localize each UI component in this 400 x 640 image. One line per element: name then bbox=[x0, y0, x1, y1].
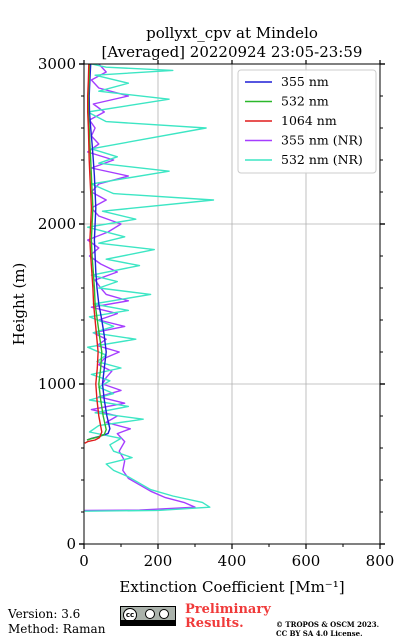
legend-label: 532 nm bbox=[281, 94, 329, 109]
version-info: Version: 3.6 Method: Raman bbox=[8, 607, 105, 637]
x-tick-label: 800 bbox=[366, 552, 395, 570]
legend: 355 nm 532 nm 1064 nm 355 nm (NR) 532 nm (NR… bbox=[237, 69, 377, 174]
series-line-355-nm bbox=[86, 63, 111, 441]
y-tick-label: 3000 bbox=[38, 55, 76, 73]
chart-subtitle: [Averaged] 20220924 23:05-23:59 bbox=[102, 43, 363, 61]
axis-ticks: 0 200 400 600 800 0 1000 2000 3000 bbox=[38, 55, 395, 570]
preliminary-line-1: Preliminary bbox=[185, 602, 271, 617]
x-axis-label: Extinction Coefficient [Mm⁻¹] bbox=[119, 578, 344, 596]
series-layer bbox=[84, 63, 215, 512]
cc-license-badge: cc bbox=[120, 606, 176, 626]
version-line: Version: 3.6 bbox=[8, 607, 81, 621]
chart-title: pollyxt_cpv at Mindelo bbox=[146, 24, 318, 42]
copyright-line-2: CC BY SA 4.0 License. bbox=[276, 629, 363, 638]
method-line: Method: Raman bbox=[8, 622, 106, 636]
y-tick-label: 0 bbox=[66, 535, 76, 553]
preliminary-line-2: Results. bbox=[185, 616, 244, 631]
legend-label: 355 nm (NR) bbox=[281, 133, 363, 148]
legend-label: 532 nm (NR) bbox=[281, 152, 363, 167]
series-line-532-nm bbox=[86, 63, 107, 441]
copyright-note: © TROPOS & OSCM 2023. CC BY SA 4.0 Licen… bbox=[276, 620, 379, 638]
badge-strip bbox=[121, 620, 175, 625]
y-tick-label: 2000 bbox=[38, 215, 76, 233]
attribution-icon bbox=[145, 609, 155, 619]
share-alike-icon bbox=[159, 609, 169, 619]
y-axis-label: Height (m) bbox=[10, 263, 28, 346]
copyright-line-1: © TROPOS & OSCM 2023. bbox=[276, 620, 380, 629]
y-tick-label: 1000 bbox=[38, 375, 76, 393]
x-tick-label: 0 bbox=[79, 552, 89, 570]
series-line-532-nm-nr bbox=[84, 63, 215, 512]
x-tick-label: 400 bbox=[218, 552, 247, 570]
legend-box bbox=[237, 69, 377, 174]
x-tick-label: 200 bbox=[144, 552, 173, 570]
legend-label: 355 nm bbox=[281, 74, 329, 89]
series-line-1064-nm bbox=[84, 63, 103, 444]
preliminary-results-note: Preliminary Results. bbox=[185, 603, 271, 631]
x-tick-label: 600 bbox=[292, 552, 321, 570]
legend-label: 1064 nm bbox=[281, 113, 337, 128]
